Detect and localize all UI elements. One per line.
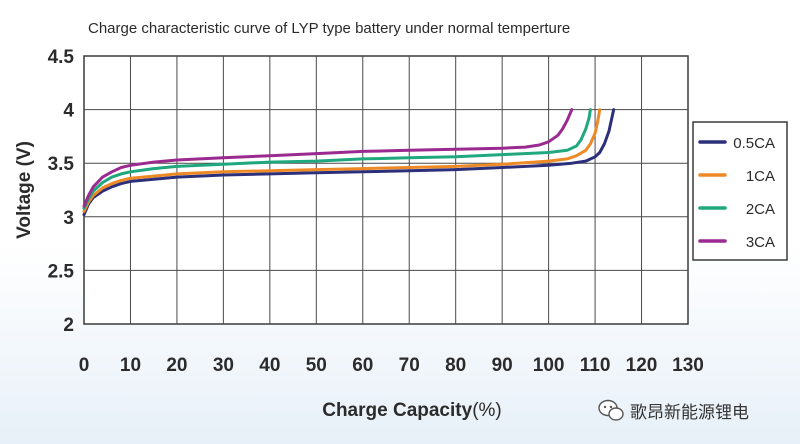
legend-label: 0.5CA [733,135,775,152]
x-tick-label: 20 [166,355,187,376]
grid-lines [84,56,688,324]
y-tick-label: 2.5 [48,261,75,282]
legend-label: 2CA [746,201,775,218]
wechat-icon [598,399,624,421]
y-tick-label: 4 [63,101,74,122]
watermark-text: 歌昂新能源锂电 [630,403,749,423]
x-tick-label: 70 [399,355,420,376]
x-tick-label: 50 [306,355,327,376]
chart-title: Charge characteristic curve of LYP type … [88,20,570,37]
y-tick-label: 2 [63,315,74,336]
x-tick-label: 60 [352,355,373,376]
x-tick-label: 40 [259,355,280,376]
x-tick-label: 130 [672,355,704,376]
x-axis-label-main: Charge Capacity [322,400,472,421]
y-tick-label: 3 [63,208,74,229]
series-line-0.5ca [82,108,616,217]
x-tick-label: 80 [445,355,466,376]
x-axis-ticks: 0 10 20 30 40 50 60 70 80 90 100 110 120 130 [79,355,704,376]
watermark: 歌昂新能源锂电 [598,399,749,423]
legend-box [692,121,788,261]
x-axis-label-unit: (%) [472,400,502,421]
x-tick-label: 10 [120,355,141,376]
y-axis-ticks: 2 2.5 3 3.5 4 4.5 [48,47,75,336]
y-tick-label: 4.5 [48,47,75,68]
series-line-1ca [82,108,602,213]
plot-area [83,55,689,325]
x-tick-label: 100 [533,355,565,376]
x-tick-label: 110 [580,355,611,376]
y-tick-label: 3.5 [48,154,75,175]
x-axis-label: Charge Capacity(%) [322,400,502,421]
legend-label: 1CA [746,168,775,185]
legend: 0.5CA 1CA 2CA 3CA [692,121,788,261]
x-tick-label: 120 [626,355,658,376]
x-tick-label: 90 [492,355,513,376]
series-line-2ca [82,108,592,210]
x-tick-label: 0 [79,355,90,376]
series-lines [82,108,616,217]
x-tick-label: 30 [213,355,234,376]
series-line-3ca [82,108,574,208]
y-axis-label: Voltage (V) [14,141,35,239]
legend-label: 3CA [746,234,775,251]
